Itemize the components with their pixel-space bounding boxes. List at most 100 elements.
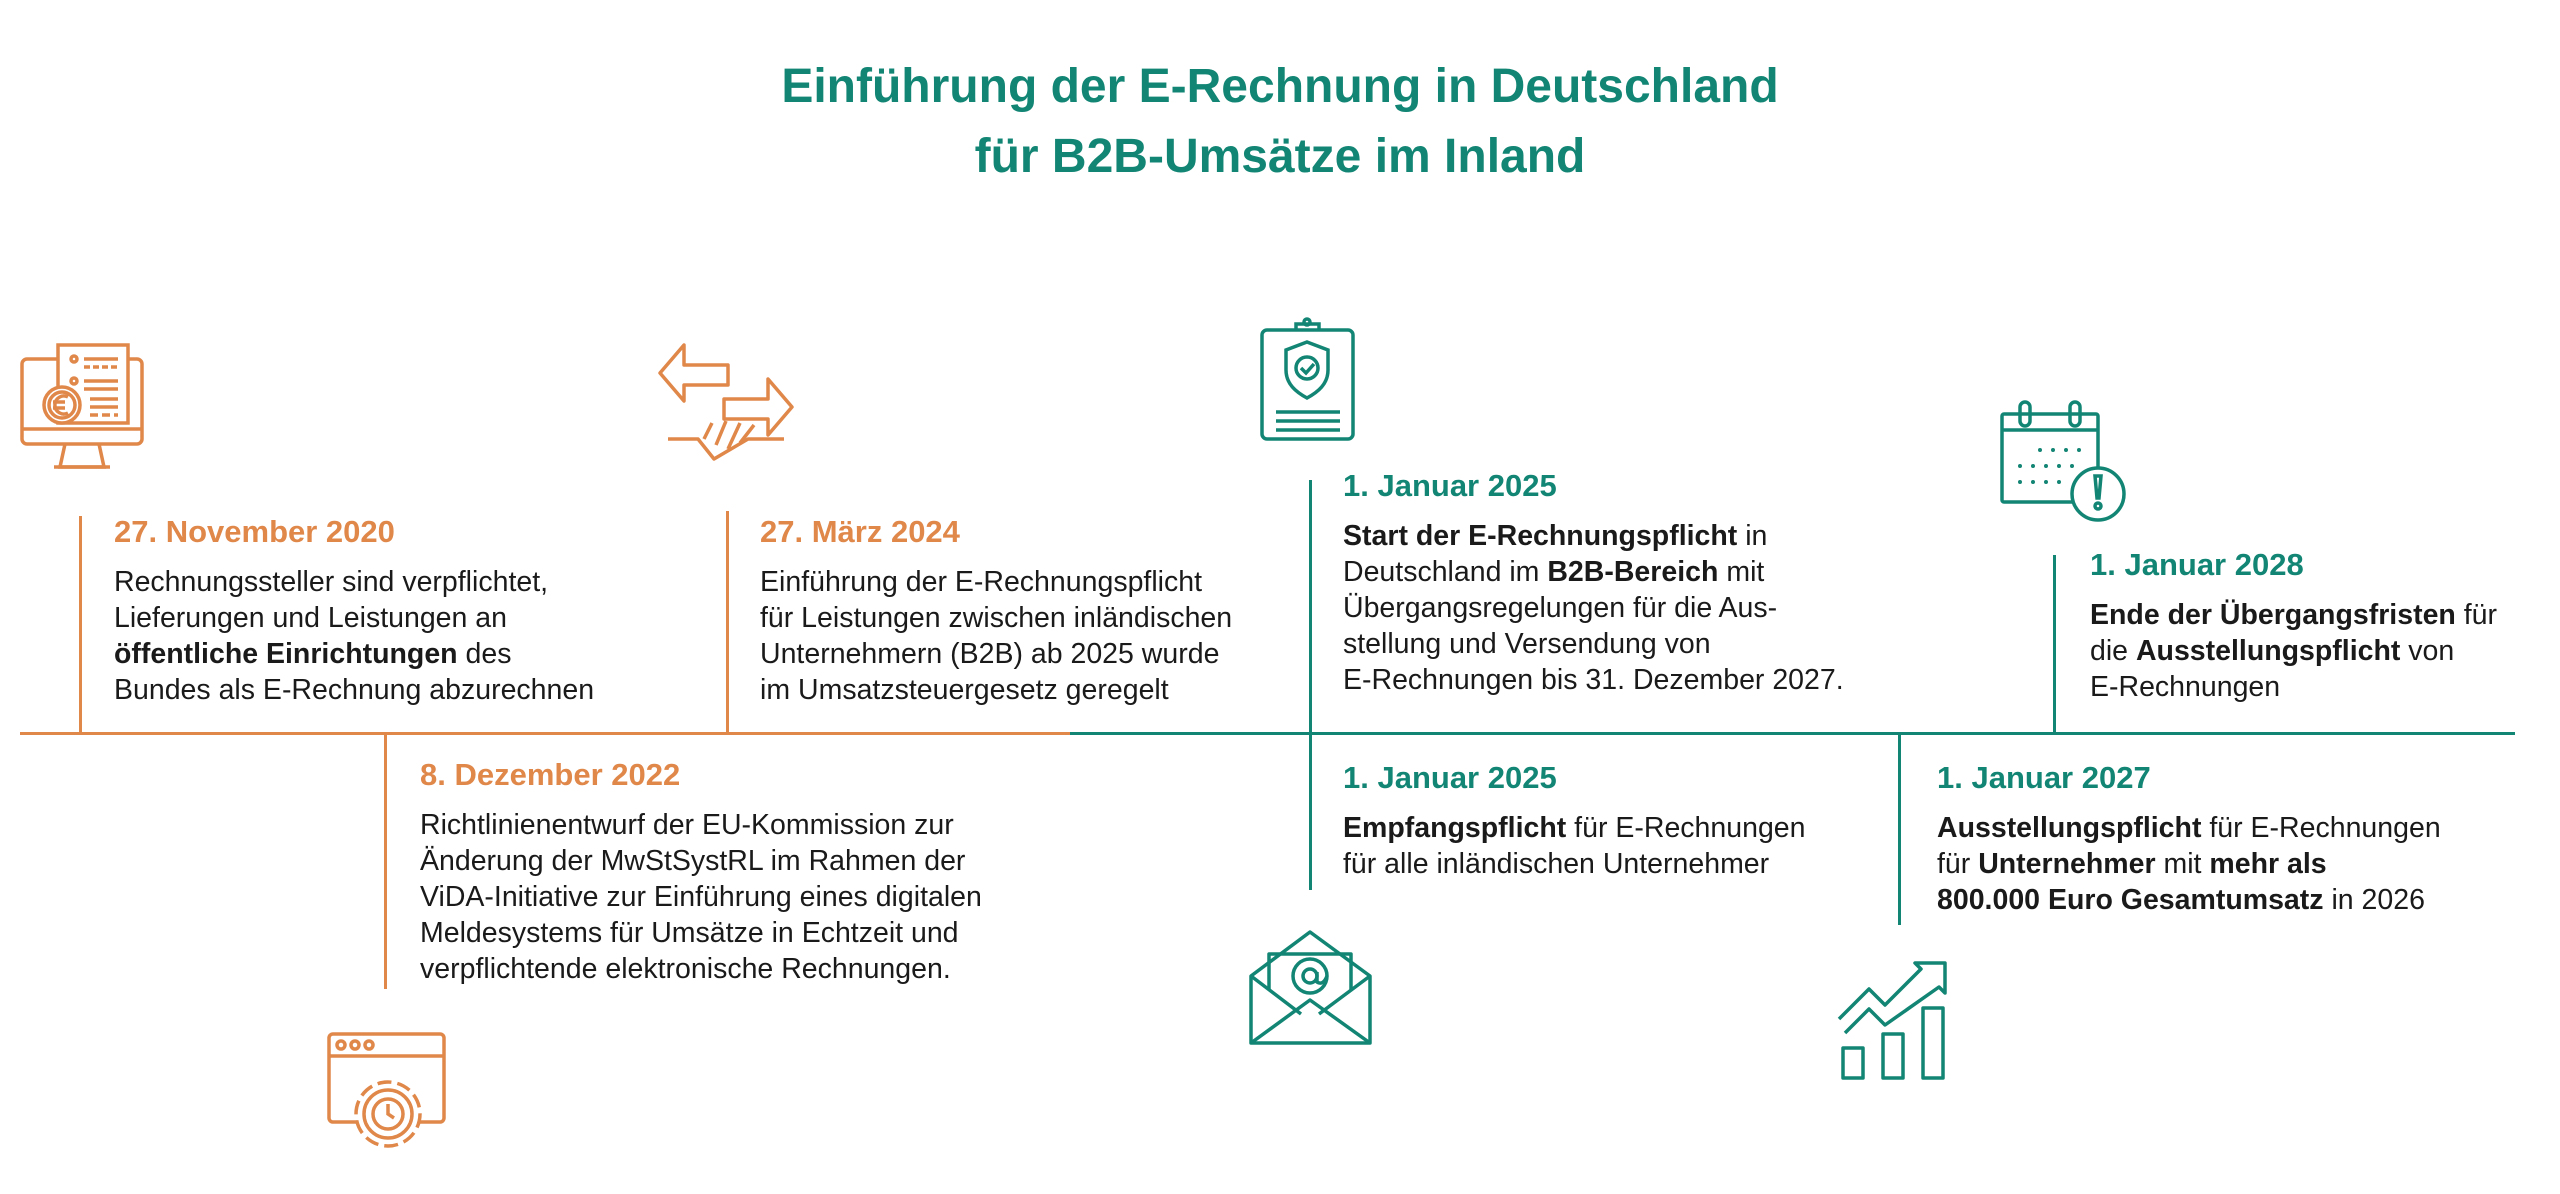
text: Richtlinienentwurf der EU-Kommission zur — [420, 809, 954, 841]
description-line: Ausstellungspflicht für E-Rechnungen — [1937, 810, 2441, 846]
text: Deutschland im — [1343, 556, 1548, 588]
title-line-2: für B2B-Umsätze im Inland — [974, 130, 1586, 183]
bold-text: Start der E-Rechnungspflicht — [1343, 520, 1738, 552]
text: für — [1937, 848, 1979, 880]
text: E-Rechnungen bis 31. Dezember 2027. — [1343, 664, 1844, 696]
browser-gear-icon — [327, 1032, 446, 1151]
event-description: Ende der Übergangsfristen für die Ausstel… — [2090, 597, 2497, 705]
bold-text: Ausstellungspflicht — [1937, 812, 2202, 844]
event-jan-2025-empfang: 1. Januar 2025 Empfangspflicht für E-Rech… — [1343, 758, 1806, 882]
title-line-1: Einführung der E-Rechnung in Deutschland — [781, 60, 1779, 113]
text: Meldesystems für Umsätze in Echtzeit und — [420, 917, 959, 949]
marker-jan-2025 — [1309, 480, 1312, 890]
text: ViDA-Initiative zur Einführung eines dig… — [420, 881, 982, 913]
envelope-at-icon — [1249, 928, 1372, 1045]
calendar-alert-icon — [2000, 400, 2131, 522]
event-date: 8. Dezember 2022 — [420, 757, 681, 792]
clipboard-shield-icon — [1260, 317, 1355, 441]
text: Änderung der MwStSystRL im Rahmen der — [420, 845, 966, 877]
marker-dez-2022 — [384, 733, 387, 989]
bold-text: B2B-Bereich — [1547, 556, 1719, 588]
text: für alle inländischen Unternehmer — [1343, 848, 1770, 880]
handshake-arrows-icon — [658, 343, 794, 465]
marker-jan-2028 — [2053, 555, 2056, 733]
text: verpflichtende elektronische Rechnungen. — [420, 953, 951, 985]
event-date: 27. November 2020 — [114, 514, 395, 549]
description-line: Änderung der MwStSystRL im Rahmen der — [420, 843, 982, 879]
event-description: Empfangspflicht für E-Rechnungen für alle… — [1343, 810, 1806, 882]
text: von — [2400, 635, 2455, 667]
timeline-axis-teal — [1070, 732, 2515, 735]
description-line: für Unternehmer mit mehr als — [1937, 846, 2441, 882]
event-maerz-2024: 27. März 2024 Einführung der E-Rechnungsp… — [760, 512, 1232, 708]
description-line: Rechnungssteller sind verpflichtet, — [114, 564, 594, 600]
bold-text: Empfangspflicht — [1343, 812, 1567, 844]
description-line: E-Rechnungen — [2090, 669, 2497, 705]
text: die — [2090, 635, 2136, 667]
description-line: die Ausstellungspflicht von — [2090, 633, 2497, 669]
event-dez-2022: 8. Dezember 2022 Richtlinienentwurf der E… — [420, 755, 982, 987]
bold-text: mehr als — [2209, 848, 2327, 880]
monitor-invoice-euro-icon — [20, 343, 144, 470]
event-description: Rechnungssteller sind verpflichtet, Liefe… — [114, 564, 594, 708]
event-jan-2028: 1. Januar 2028 Ende der Übergangsfristen … — [2090, 545, 2497, 705]
event-description: Start der E-Rechnungspflicht in Deutschla… — [1343, 518, 1844, 698]
timeline-axis-orange — [20, 732, 1072, 735]
description-line: Lieferungen und Leistungen an — [114, 600, 594, 636]
description-line: Ende der Übergangsfristen für — [2090, 597, 2497, 633]
event-description: Einführung der E-Rechnungspflicht für Lei… — [760, 564, 1232, 708]
text: in 2026 — [2323, 884, 2425, 916]
description-line: für alle inländischen Unternehmer — [1343, 846, 1806, 882]
bold-text: öffentliche Einrichtungen — [114, 638, 458, 670]
marker-maerz-2024 — [726, 511, 729, 734]
page-title: Einführung der E-Rechnung in Deutschland… — [0, 52, 2560, 192]
text: im Umsatzsteuergesetz geregelt — [760, 674, 1169, 706]
description-line: im Umsatzsteuergesetz geregelt — [760, 672, 1232, 708]
text: Bundes als E-Rechnung abzurechnen — [114, 674, 595, 706]
text: stellung und Versendung von — [1343, 628, 1711, 660]
text: Einführung der E-Rechnungspflicht — [760, 566, 1203, 598]
bold-text: Ausstellungspflicht — [2135, 635, 2401, 667]
event-date: 1. Januar 2025 — [1343, 760, 1557, 795]
event-date: 1. Januar 2027 — [1937, 760, 2151, 795]
text: mit — [2155, 848, 2210, 880]
text: für E-Rechnungen — [2201, 812, 2441, 844]
event-nov-2020: 27. November 2020 Rechnungssteller sind v… — [114, 512, 594, 708]
text: für — [2455, 599, 2498, 631]
text: für E-Rechnungen — [1566, 812, 1806, 844]
description-line: Empfangspflicht für E-Rechnungen — [1343, 810, 1806, 846]
text: E-Rechnungen — [2090, 671, 2281, 703]
marker-nov-2020 — [79, 516, 82, 734]
text: Rechnungssteller sind verpflichtet, — [114, 566, 549, 598]
growth-chart-icon — [1837, 955, 1953, 1081]
text: für Leistungen zwischen inländischen — [760, 602, 1233, 634]
description-line: Unternehmern (B2B) ab 2025 wurde — [760, 636, 1232, 672]
description-line: Übergangsregelungen für die Aus- — [1343, 590, 1844, 626]
event-date: 27. März 2024 — [760, 514, 960, 549]
event-jan-2027: 1. Januar 2027 Ausstellungspflicht für E-… — [1937, 758, 2441, 918]
event-date: 1. Januar 2028 — [2090, 547, 2304, 582]
marker-jan-2027 — [1898, 733, 1901, 925]
bold-text: Unternehmer — [1978, 848, 2156, 880]
description-line: öffentliche Einrichtungen des — [114, 636, 594, 672]
description-line: Bundes als E-Rechnung abzurechnen — [114, 672, 594, 708]
description-line: stellung und Versendung von — [1343, 626, 1844, 662]
bold-text: 800.000 Euro Gesamtumsatz — [1937, 884, 2324, 916]
text: Lieferungen und Leistungen an — [114, 602, 508, 634]
description-line: Deutschland im B2B-Bereich mit — [1343, 554, 1844, 590]
description-line: Meldesystems für Umsätze in Echtzeit und — [420, 915, 982, 951]
text: in — [1737, 520, 1768, 552]
description-line: E-Rechnungen bis 31. Dezember 2027. — [1343, 662, 1844, 698]
text: Unternehmern (B2B) ab 2025 wurde — [760, 638, 1220, 670]
description-line: 800.000 Euro Gesamtumsatz in 2026 — [1937, 882, 2441, 918]
event-description: Richtlinienentwurf der EU-Kommission zur… — [420, 807, 982, 987]
description-line: ViDA-Initiative zur Einführung eines dig… — [420, 879, 982, 915]
text: des — [457, 638, 512, 670]
description-line: für Leistungen zwischen inländischen — [760, 600, 1232, 636]
text: mit — [1718, 556, 1765, 588]
bold-text: Ende der Übergangsfristen — [2090, 599, 2456, 631]
description-line: Einführung der E-Rechnungspflicht — [760, 564, 1232, 600]
event-description: Ausstellungspflicht für E-Rechnungen für … — [1937, 810, 2441, 918]
event-date: 1. Januar 2025 — [1343, 468, 1557, 503]
event-jan-2025-start: 1. Januar 2025 Start der E-Rechnungspflic… — [1343, 466, 1844, 698]
